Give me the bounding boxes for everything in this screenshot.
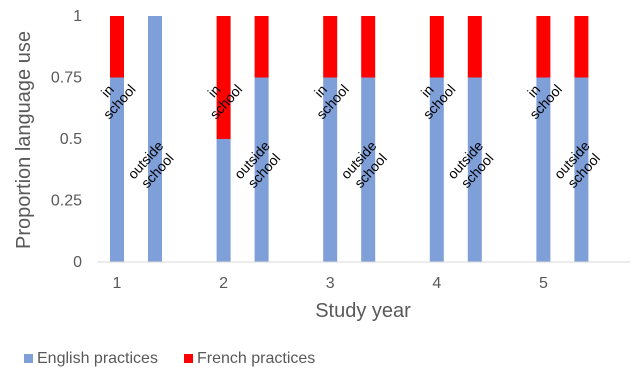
bar-english	[467, 77, 482, 262]
legend-swatch	[24, 354, 33, 363]
y-tick-label: 0.5	[60, 131, 82, 148]
bar-english	[361, 77, 376, 262]
bar-label: outsideschool	[337, 138, 391, 193]
y-tick-label: 0	[73, 254, 82, 271]
bar-english	[110, 77, 124, 262]
bar-french	[254, 16, 269, 78]
bar-english	[254, 77, 269, 262]
bar-french	[574, 16, 589, 78]
bar-french	[323, 16, 338, 78]
bar-french	[110, 16, 124, 78]
bar-french	[361, 16, 376, 78]
bar-label-text: outsideschool	[124, 138, 178, 193]
y-tick-label: 0.25	[51, 193, 82, 210]
bar-french	[216, 16, 231, 139]
legend-swatch	[184, 354, 193, 363]
bar-english	[574, 77, 589, 262]
legend-label: French practices	[197, 350, 315, 367]
x-axis-title: Study year	[315, 300, 411, 322]
x-tick-label: 4	[432, 275, 441, 292]
bar-english	[216, 139, 231, 262]
x-tick-label: 5	[539, 275, 548, 292]
bar-label: outsideschool	[444, 138, 498, 193]
x-tick-label: 3	[326, 275, 335, 292]
y-axis-ticks: 0 0.25 0.5 0.75 1	[51, 8, 82, 271]
bar-label-text: outsideschool	[551, 138, 605, 193]
y-tick-label: 1	[73, 8, 82, 25]
bar-label-text: outsideschool	[444, 138, 498, 193]
bar-label-text: outsideschool	[231, 138, 285, 193]
bar-labels: inschooloutsideschoolinschooloutsidescho…	[98, 81, 605, 193]
bar-label: outsideschool	[551, 138, 605, 193]
bar-english	[536, 77, 551, 262]
y-axis-title: Proportion language use	[13, 31, 35, 249]
bar-english	[323, 77, 338, 262]
bar-english	[148, 16, 162, 262]
x-tick-label: 2	[219, 275, 228, 292]
bars	[110, 16, 589, 262]
bar-french	[536, 16, 551, 78]
x-tick-label: 1	[113, 275, 122, 292]
legend-label: English practices	[37, 350, 158, 367]
bar-french	[429, 16, 444, 78]
legend: English practices French practices	[24, 350, 315, 367]
x-axis-ticks: 1 2 3 4 5	[113, 275, 548, 292]
bar-label: outsideschool	[231, 138, 285, 193]
bar-label-text: outsideschool	[337, 138, 391, 193]
bar-english	[429, 77, 444, 262]
bar-french	[467, 16, 482, 78]
bar-label: outsideschool	[124, 138, 178, 193]
y-tick-label: 0.75	[51, 70, 82, 87]
